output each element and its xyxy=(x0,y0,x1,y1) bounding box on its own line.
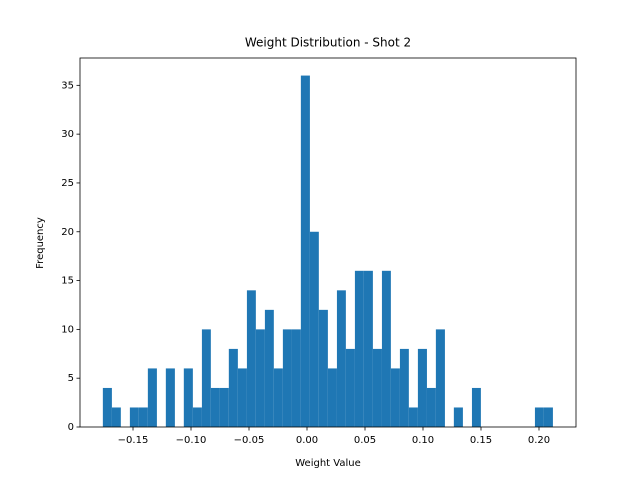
y-tick-label: 25 xyxy=(61,178,74,189)
x-tick-label: 0.05 xyxy=(354,435,376,446)
bar xyxy=(327,368,337,427)
bar xyxy=(390,368,400,427)
bar xyxy=(273,368,283,427)
bar xyxy=(453,407,463,427)
bar xyxy=(111,407,121,427)
bar xyxy=(354,270,364,427)
bar xyxy=(147,368,157,427)
y-tick-label: 10 xyxy=(61,324,74,335)
bar xyxy=(102,387,112,427)
bar xyxy=(282,329,292,427)
bar xyxy=(183,368,193,427)
bar xyxy=(426,387,436,427)
bar xyxy=(210,387,220,427)
bar xyxy=(471,387,481,427)
bar xyxy=(399,348,409,427)
bar xyxy=(291,329,301,427)
bar xyxy=(237,368,247,427)
x-tick-label: 0.20 xyxy=(528,435,550,446)
bar xyxy=(372,348,382,427)
bar xyxy=(381,270,391,427)
bar xyxy=(129,407,139,427)
chart-title: Weight Distribution - Shot 2 xyxy=(245,36,411,50)
y-tick-label: 30 xyxy=(61,129,74,140)
x-tick-label: 0.10 xyxy=(412,435,434,446)
x-tick-label: 0.00 xyxy=(296,435,318,446)
y-tick-label: 0 xyxy=(68,422,74,433)
bar xyxy=(534,407,544,427)
bar xyxy=(543,407,553,427)
x-tick-label: −0.05 xyxy=(234,435,265,446)
y-tick-label: 15 xyxy=(61,276,74,287)
bar xyxy=(138,407,148,427)
bar xyxy=(228,348,238,427)
bar xyxy=(309,231,319,427)
y-tick-label: 35 xyxy=(61,80,74,91)
bar xyxy=(264,309,274,427)
bar xyxy=(417,348,427,427)
bar xyxy=(192,407,202,427)
x-tick-label: 0.15 xyxy=(470,435,492,446)
x-tick-label: −0.10 xyxy=(176,435,207,446)
bar xyxy=(345,348,355,427)
bar xyxy=(246,290,256,427)
bar xyxy=(435,329,445,427)
bar xyxy=(255,329,265,427)
bar xyxy=(219,387,229,427)
bar xyxy=(300,75,310,428)
y-axis-label: Frequency xyxy=(35,217,46,269)
x-tick-label: −0.15 xyxy=(118,435,149,446)
bar xyxy=(201,329,211,427)
y-tick-label: 5 xyxy=(68,373,74,384)
plot-frame xyxy=(79,57,577,428)
bar xyxy=(318,309,328,427)
x-axis-label: Weight Value xyxy=(295,458,360,469)
bar xyxy=(165,368,175,427)
y-tick-label: 20 xyxy=(61,227,74,238)
bar xyxy=(408,407,418,427)
bar xyxy=(363,270,373,427)
bar xyxy=(336,290,346,427)
